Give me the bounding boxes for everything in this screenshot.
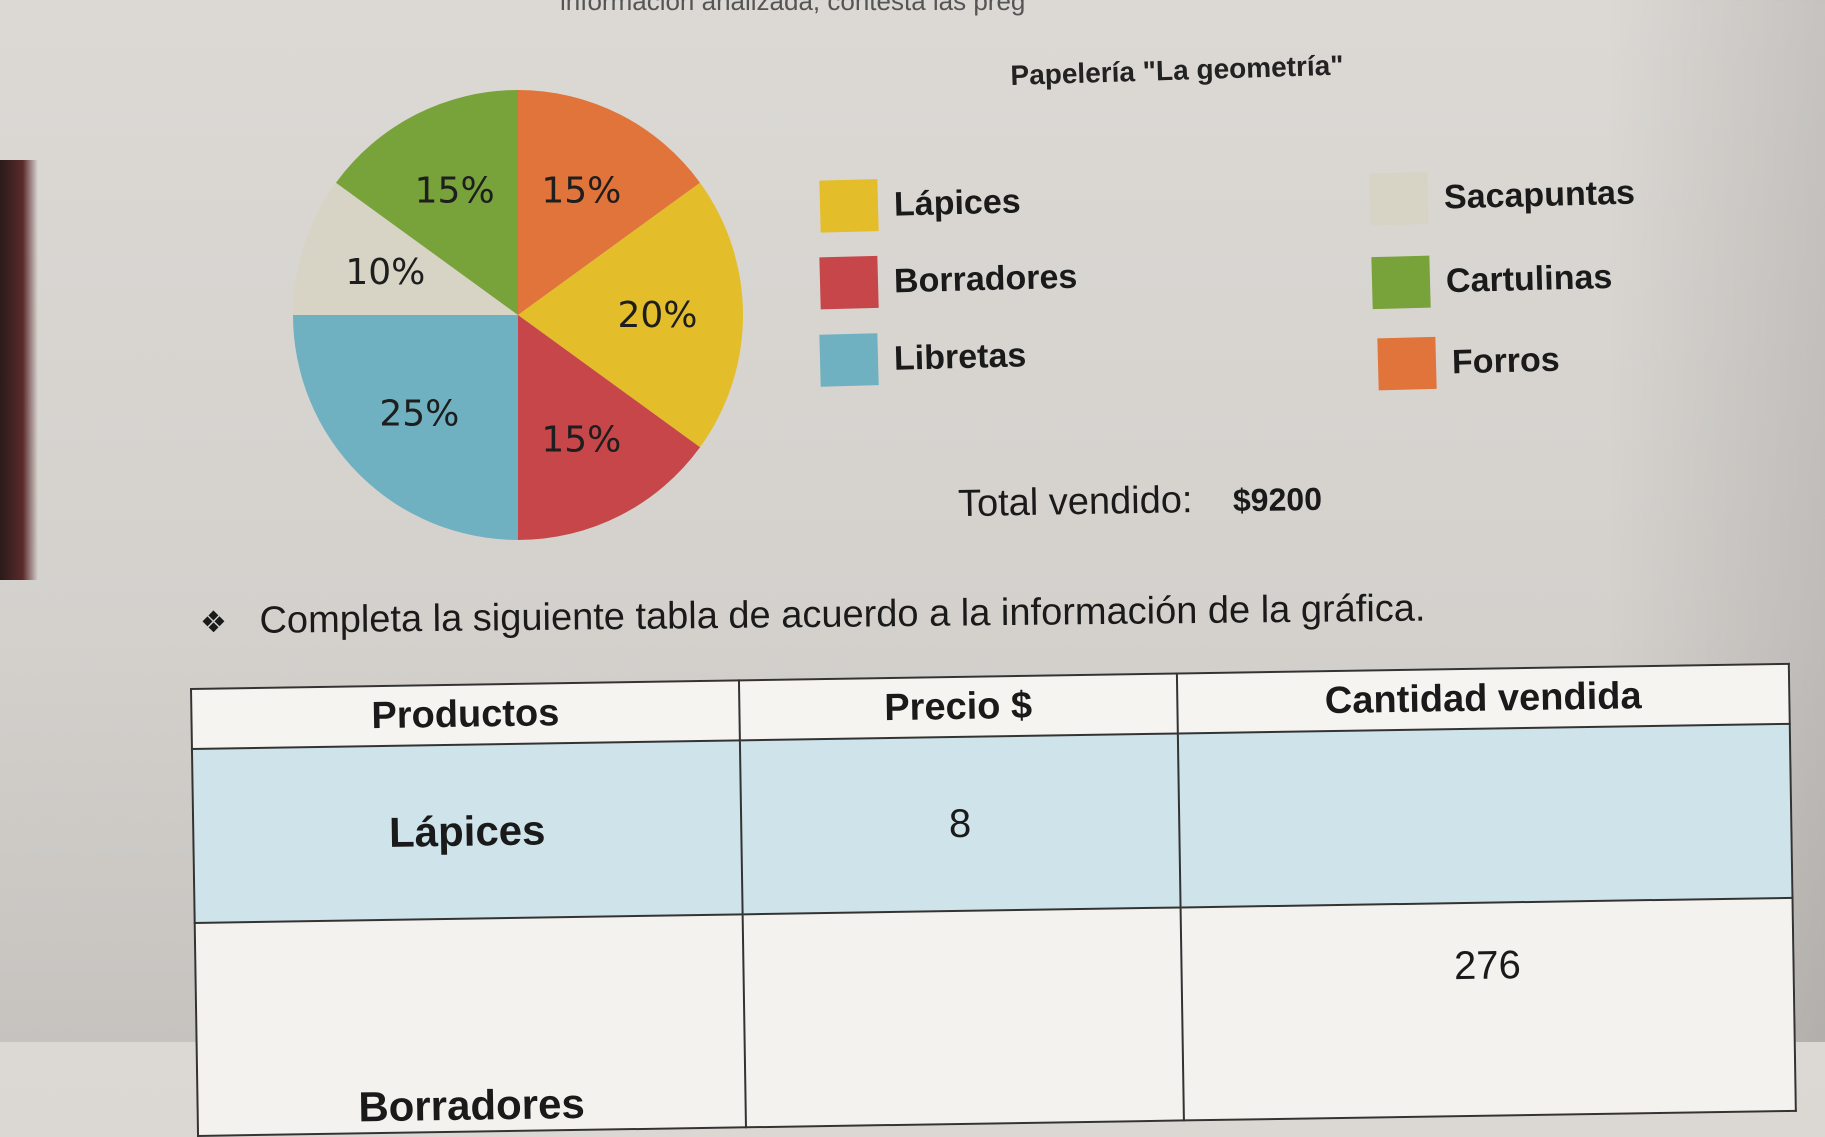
header-fragment: información analizada, contesta las preg <box>560 0 1026 16</box>
pie-slice-borradores <box>518 315 701 540</box>
legend-swatch-cartulinas <box>1371 255 1431 310</box>
legend-label-forros: Forros <box>1451 340 1561 381</box>
cell-product: Lápices <box>191 740 743 923</box>
answer-table-wrapper: Productos Precio $ Cantidad vendida Lápi… <box>190 662 1797 1137</box>
instruction-text: Completa la siguiente tabla de acuerdo a… <box>259 587 1426 642</box>
pie-label: 15% <box>541 171 621 212</box>
pie-slice-forros <box>518 90 701 315</box>
legend-item-lapices: Lápices <box>819 175 1022 233</box>
cell-price[interactable] <box>742 907 1184 1128</box>
pie-chart: 15% 20% 15% 25% 10% 15% <box>268 65 768 565</box>
table-row: Borradores 276 <box>194 897 1796 1136</box>
legend-item-borradores: Borradores <box>819 251 1078 310</box>
binder-edge-shadow <box>0 160 38 580</box>
chart-title: Papelería "La geometría" <box>1010 49 1344 91</box>
pie-chart-svg: 15% 20% 15% 25% 10% 15% <box>293 90 743 540</box>
legend-label-libretas: Libretas <box>893 335 1027 378</box>
header-cantidad-vendida: Cantidad vendida <box>1176 663 1790 734</box>
total-label: Total vendido: <box>957 479 1193 526</box>
pie-label: 15% <box>541 419 621 460</box>
pie-label: 15% <box>415 171 495 212</box>
legend-item-forros: Forros <box>1377 334 1560 391</box>
cell-quantity[interactable] <box>1177 723 1793 908</box>
diamond-bullet-icon: ❖ <box>199 606 228 640</box>
total-sold: Total vendido: $9200 <box>958 477 1323 526</box>
legend-swatch-forros <box>1377 336 1437 391</box>
legend-label-cartulinas: Cartulinas <box>1445 257 1613 300</box>
table-row: Lápices 8 <box>191 723 1793 923</box>
legend-label-lapices: Lápices <box>893 181 1022 224</box>
pie-slice-cartulinas <box>335 90 518 315</box>
header-precio: Precio $ <box>738 673 1178 741</box>
instruction: ❖ Completa la siguiente tabla de acuerdo… <box>200 588 1426 644</box>
pie-label: 20% <box>617 295 697 336</box>
legend-swatch-lapices <box>819 179 879 233</box>
pie-slice-sacapuntas <box>293 182 518 315</box>
legend-item-sacapuntas: Sacapuntas <box>1369 167 1635 226</box>
legend-item-libretas: Libretas <box>819 329 1027 387</box>
legend-swatch-libretas <box>819 333 879 387</box>
pie-label: 25% <box>379 394 459 435</box>
cell-price[interactable]: 8 <box>739 733 1181 915</box>
total-value: $9200 <box>1232 480 1323 519</box>
pie-slice-libretas <box>293 315 518 540</box>
pie-label: 10% <box>345 252 425 293</box>
legend-label-borradores: Borradores <box>893 257 1078 300</box>
legend-label-sacapuntas: Sacapuntas <box>1443 173 1636 217</box>
header-productos: Productos <box>191 680 740 749</box>
legend-swatch-sacapuntas <box>1369 171 1429 226</box>
legend-swatch-borradores <box>819 255 879 310</box>
legend-item-cartulinas: Cartulinas <box>1371 251 1613 310</box>
cell-product: Borradores <box>194 914 746 1136</box>
pie-slice-lapices <box>518 182 743 448</box>
answer-table: Productos Precio $ Cantidad vendida Lápi… <box>190 662 1797 1137</box>
cell-quantity[interactable]: 276 <box>1180 897 1796 1121</box>
